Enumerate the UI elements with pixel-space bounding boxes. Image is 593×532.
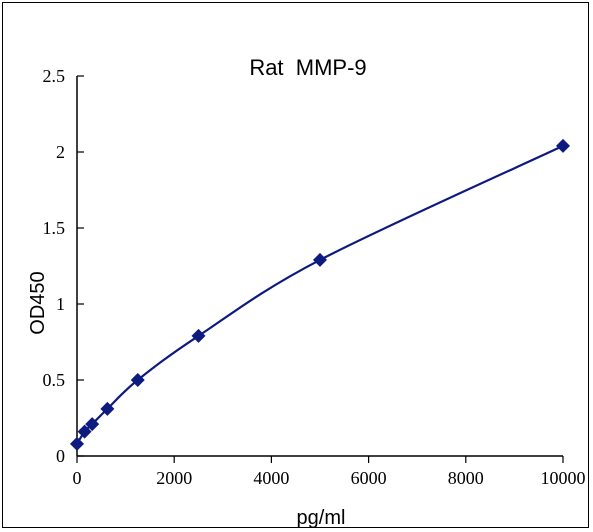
y-tick-label: 1.5	[43, 218, 66, 238]
y-tick-label: 1	[56, 294, 65, 314]
x-axis-label: pg/ml	[297, 507, 346, 529]
chart-canvas: Rat MMP-9 OD450 pg/ml 0 0.5 1 1.5 2 2.5 0 2000 4…	[27, 55, 586, 529]
data-point	[556, 138, 570, 153]
y-tick-label: 2.5	[43, 66, 66, 86]
data-point	[130, 373, 145, 387]
y-tick-label: 0	[56, 446, 65, 466]
y-axis-label: OD450	[27, 271, 49, 334]
x-tick-label: 6000	[351, 468, 387, 488]
axis-ticks: 0 0.5 1 1.5 2 2.5 0 2000 4000 6000 8000 10000	[43, 66, 586, 488]
data-point	[191, 328, 206, 343]
data-point	[313, 252, 327, 267]
data-point	[100, 401, 115, 416]
data-point	[77, 424, 92, 439]
data-points	[70, 138, 570, 451]
axes	[76, 76, 563, 457]
data-point	[85, 417, 100, 432]
x-tick-label: 10000	[541, 468, 586, 488]
x-tick-label: 8000	[448, 468, 484, 488]
chart-title: Rat MMP-9	[249, 55, 366, 80]
y-tick-label: 2	[56, 142, 65, 162]
data-point	[70, 436, 84, 451]
fit-curve	[76, 144, 564, 445]
x-tick-label: 2000	[156, 468, 192, 488]
x-tick-label: 0	[73, 468, 82, 488]
x-tick-label: 4000	[253, 468, 289, 488]
y-tick-label: 0.5	[43, 370, 66, 390]
